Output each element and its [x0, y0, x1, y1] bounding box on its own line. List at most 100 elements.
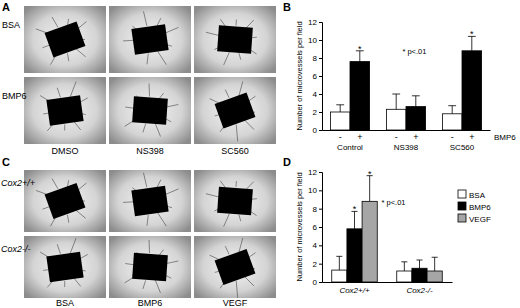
- x-axis: Cox2+/+ Cox2-/-: [323, 282, 453, 295]
- vessel: [67, 53, 68, 61]
- figure: ABCDDMSONS398SC560BSABMP6BSABMP6VEGFCox2…: [0, 0, 520, 308]
- x-tick: Cox2-/-: [406, 282, 433, 295]
- photo: [194, 77, 276, 144]
- error-bar-cap: [392, 94, 400, 95]
- photo-background: [194, 236, 276, 298]
- photo: [24, 6, 106, 73]
- x-tick-label: NS398: [394, 143, 419, 152]
- photo-background: [109, 6, 191, 73]
- bar: [332, 270, 347, 282]
- vessel: [245, 277, 254, 286]
- series-label: +: [357, 132, 362, 142]
- y-tick-mark: [319, 112, 322, 113]
- tissue-explant: [215, 249, 256, 285]
- y-tick-mark: [319, 130, 322, 131]
- series-label: -: [395, 132, 398, 142]
- y-tick-mark: [319, 94, 322, 95]
- photo-background: [194, 77, 276, 144]
- y-axis-line: [319, 23, 323, 131]
- y-tick-label: 10: [308, 186, 317, 195]
- vessel: [76, 210, 86, 218]
- photo: [109, 170, 191, 232]
- y-tick: 4: [313, 241, 322, 250]
- photo-background: [24, 236, 106, 298]
- legend-label: VEGF: [469, 215, 491, 224]
- x-tick-label: Cox2+/+: [339, 286, 370, 295]
- bar: [462, 51, 482, 130]
- y-tick: 8: [313, 54, 322, 63]
- error-bar: [367, 176, 373, 202]
- vessel: [235, 181, 236, 187]
- y-tick-label: 8: [313, 205, 318, 214]
- y-tick-mark: [319, 190, 322, 191]
- x-tick-label: SC560: [450, 143, 475, 152]
- series-label: +: [413, 132, 418, 142]
- error-bar-stem: [415, 96, 416, 107]
- error-bar: [336, 256, 342, 270]
- legend-swatch: [458, 214, 466, 222]
- tissue-explant: [132, 96, 168, 124]
- y-tick-mark: [319, 245, 322, 246]
- error-bar-cap: [412, 95, 420, 96]
- y-tick: 0: [313, 126, 322, 135]
- error-bar-stem: [339, 256, 340, 270]
- column-label: SC560: [221, 146, 249, 156]
- x-axis-line: [323, 282, 453, 283]
- y-tick-label: 12: [308, 168, 317, 177]
- error-bar-stem: [434, 257, 435, 271]
- tissue-explant: [217, 187, 253, 215]
- tissue-explant: [45, 183, 86, 219]
- y-tick-mark: [319, 40, 322, 41]
- photo: [24, 236, 106, 298]
- bar: [427, 271, 442, 282]
- error-bar-cap: [336, 104, 344, 105]
- vessel: [143, 124, 146, 133]
- column-label: BMP6: [138, 298, 163, 308]
- error-bar: [448, 106, 456, 114]
- series-label: -: [339, 132, 342, 142]
- bar: [347, 229, 362, 282]
- bar: [386, 109, 406, 130]
- chart: 024681012Cox2+/+Cox2-/-Number of microve…: [295, 168, 491, 295]
- bar: [362, 201, 377, 282]
- vessel: [149, 240, 150, 253]
- vessel: [224, 52, 230, 65]
- photo-panel: DMSONS398SC560BSABMP6: [2, 6, 276, 156]
- tissue-explant: [46, 95, 83, 125]
- error-bar-cap: [432, 257, 438, 258]
- error-bar: [416, 260, 422, 268]
- y-tick-mark: [319, 58, 322, 59]
- vessel: [236, 281, 237, 298]
- y-axis-line: [319, 173, 323, 283]
- y-tick-mark: [319, 22, 322, 23]
- vessel: [155, 280, 160, 293]
- y-tick: 12: [308, 18, 322, 27]
- error-bar: [392, 94, 400, 109]
- column-label: DMSO: [52, 146, 79, 156]
- annotation: * p<.01: [402, 47, 426, 56]
- photo-background: [24, 77, 106, 144]
- bar: [406, 107, 426, 130]
- plot-area: [332, 176, 443, 282]
- column-label: BSA: [56, 298, 74, 308]
- row-label: BMP6: [2, 91, 27, 101]
- y-tick: 10: [308, 186, 322, 195]
- vessel: [224, 214, 230, 227]
- y-axis-title: Number of microvessels per field: [295, 172, 304, 281]
- x-tick-label: Control: [337, 143, 363, 152]
- vessel: [225, 90, 229, 98]
- error-bar-stem: [452, 106, 453, 114]
- x-tick: SC560: [450, 130, 475, 152]
- y-tick-label: 4: [313, 90, 318, 99]
- annotation: *: [368, 169, 372, 179]
- y-tick-label: 6: [313, 72, 318, 81]
- y-tick: 12: [308, 168, 322, 177]
- vessel: [147, 215, 148, 226]
- tissue-explant: [46, 252, 83, 282]
- y-tick: 2: [313, 108, 322, 117]
- tissue-explant: [45, 21, 86, 57]
- y-axis: 024681012: [308, 18, 322, 135]
- error-bar-stem: [396, 94, 397, 109]
- bar: [442, 114, 462, 130]
- vessel: [57, 88, 60, 97]
